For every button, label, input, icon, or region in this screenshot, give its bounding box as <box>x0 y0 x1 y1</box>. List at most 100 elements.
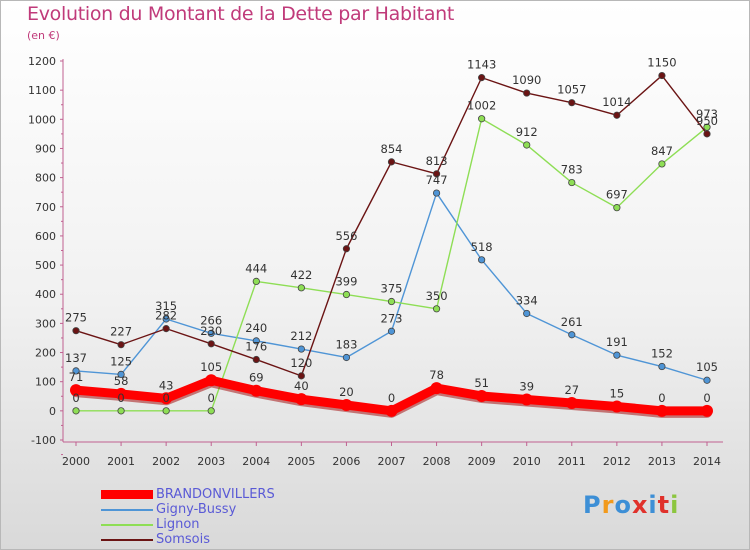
data-label: 1057 <box>557 83 586 97</box>
data-point <box>523 141 531 149</box>
x-tick-label: 2009 <box>468 455 496 468</box>
data-label: 282 <box>155 309 177 323</box>
data-label: 275 <box>65 311 87 325</box>
data-label: 240 <box>245 321 267 335</box>
legend-item: Lignon <box>101 517 361 532</box>
data-label: 43 <box>159 378 174 392</box>
data-label: 0 <box>117 391 124 405</box>
y-tick-label: 500 <box>35 259 56 272</box>
data-label: 783 <box>561 163 583 177</box>
logo-letter: o <box>614 491 632 519</box>
data-label: 39 <box>519 379 534 393</box>
data-point <box>297 284 305 292</box>
data-label: 950 <box>696 114 718 128</box>
x-tick-label: 2008 <box>423 455 451 468</box>
y-tick-label: 200 <box>35 347 56 360</box>
data-point <box>703 130 711 138</box>
data-point <box>523 89 531 97</box>
data-point <box>117 341 125 349</box>
data-point <box>478 74 486 82</box>
data-label: 58 <box>114 374 129 388</box>
data-label: 350 <box>426 289 448 303</box>
legend-swatch <box>101 509 153 511</box>
x-tick-label: 2001 <box>107 455 135 468</box>
legend-item: BRANDONVILLERS <box>101 487 361 502</box>
data-label: 183 <box>335 337 357 351</box>
data-point <box>387 327 396 335</box>
data-point <box>297 372 305 380</box>
legend: BRANDONVILLERS Gigny-Bussy Lignon Somsois <box>101 487 361 547</box>
legend-label: Somsois <box>156 532 210 547</box>
series-layer <box>70 71 713 418</box>
data-point <box>117 370 125 379</box>
data-point <box>565 396 578 409</box>
chart-subtitle: (en €) <box>27 29 60 42</box>
x-tick-label: 2003 <box>197 455 225 468</box>
data-point <box>72 407 80 415</box>
chart-title: Evolution du Montant de la Dette par Hab… <box>27 3 455 25</box>
x-tick-label: 2006 <box>332 455 360 468</box>
y-tick-label: 300 <box>35 317 56 330</box>
data-label: 0 <box>658 391 665 405</box>
data-point <box>160 392 173 405</box>
data-point <box>252 355 260 364</box>
data-label: 137 <box>65 351 87 365</box>
data-labels-layer: 71 58 43 105 69 40 20 0 78 51 39 27 15 0 0 137 125 315 266… <box>65 56 718 405</box>
data-point <box>162 407 170 415</box>
data-label: 0 <box>208 391 215 405</box>
data-point <box>207 329 215 337</box>
data-label: 399 <box>335 275 357 289</box>
data-point <box>613 204 621 212</box>
data-label: 125 <box>110 354 132 368</box>
x-tick-label: 2012 <box>603 455 631 468</box>
data-point <box>568 331 576 339</box>
data-label: 0 <box>703 391 710 405</box>
data-label: 444 <box>245 261 267 275</box>
data-label: 847 <box>651 144 673 158</box>
x-tick-label: 2007 <box>378 455 406 468</box>
data-label: 422 <box>290 268 312 282</box>
data-point <box>252 337 260 345</box>
data-point <box>297 345 305 353</box>
legend-swatch <box>101 539 153 541</box>
data-label: 0 <box>162 391 169 405</box>
data-point <box>701 404 713 417</box>
x-tick-label: 2011 <box>558 455 586 468</box>
data-point <box>342 353 351 362</box>
data-label: 1150 <box>647 56 676 70</box>
data-label: 1002 <box>467 99 496 113</box>
data-point <box>658 71 666 80</box>
data-label: 51 <box>474 376 489 390</box>
x-tick-label: 2002 <box>152 455 180 468</box>
data-label: 315 <box>155 299 177 313</box>
logo-letter: t <box>657 491 671 519</box>
data-label: 227 <box>110 325 132 339</box>
data-label: 334 <box>516 293 538 307</box>
data-point <box>658 362 666 371</box>
data-label: 697 <box>606 188 628 202</box>
data-point <box>432 189 441 197</box>
x-tick-label: 2014 <box>693 455 721 468</box>
data-point <box>475 389 488 402</box>
data-label: 120 <box>290 356 312 370</box>
data-label: 152 <box>651 347 673 361</box>
y-tick-label: 100 <box>35 376 56 389</box>
logo-letter: x <box>631 491 649 519</box>
y-tick-label: 900 <box>35 142 56 155</box>
logo-letter: i <box>670 491 680 519</box>
data-label: 71 <box>69 370 84 384</box>
x-tick-label: 2005 <box>287 455 315 468</box>
legend-item: Somsois <box>101 532 361 547</box>
data-label: 191 <box>606 335 628 349</box>
data-point <box>342 290 351 299</box>
y-tick-label: 1000 <box>28 113 56 126</box>
legend-label: BRANDONVILLERS <box>156 487 275 502</box>
data-label: 40 <box>294 379 309 393</box>
y-tick-label: 1200 <box>28 55 56 68</box>
proxiti-logo: Proxiti <box>583 491 679 519</box>
data-point <box>295 393 308 406</box>
data-point <box>72 327 80 335</box>
data-label: 27 <box>564 383 579 397</box>
data-point <box>387 158 396 166</box>
